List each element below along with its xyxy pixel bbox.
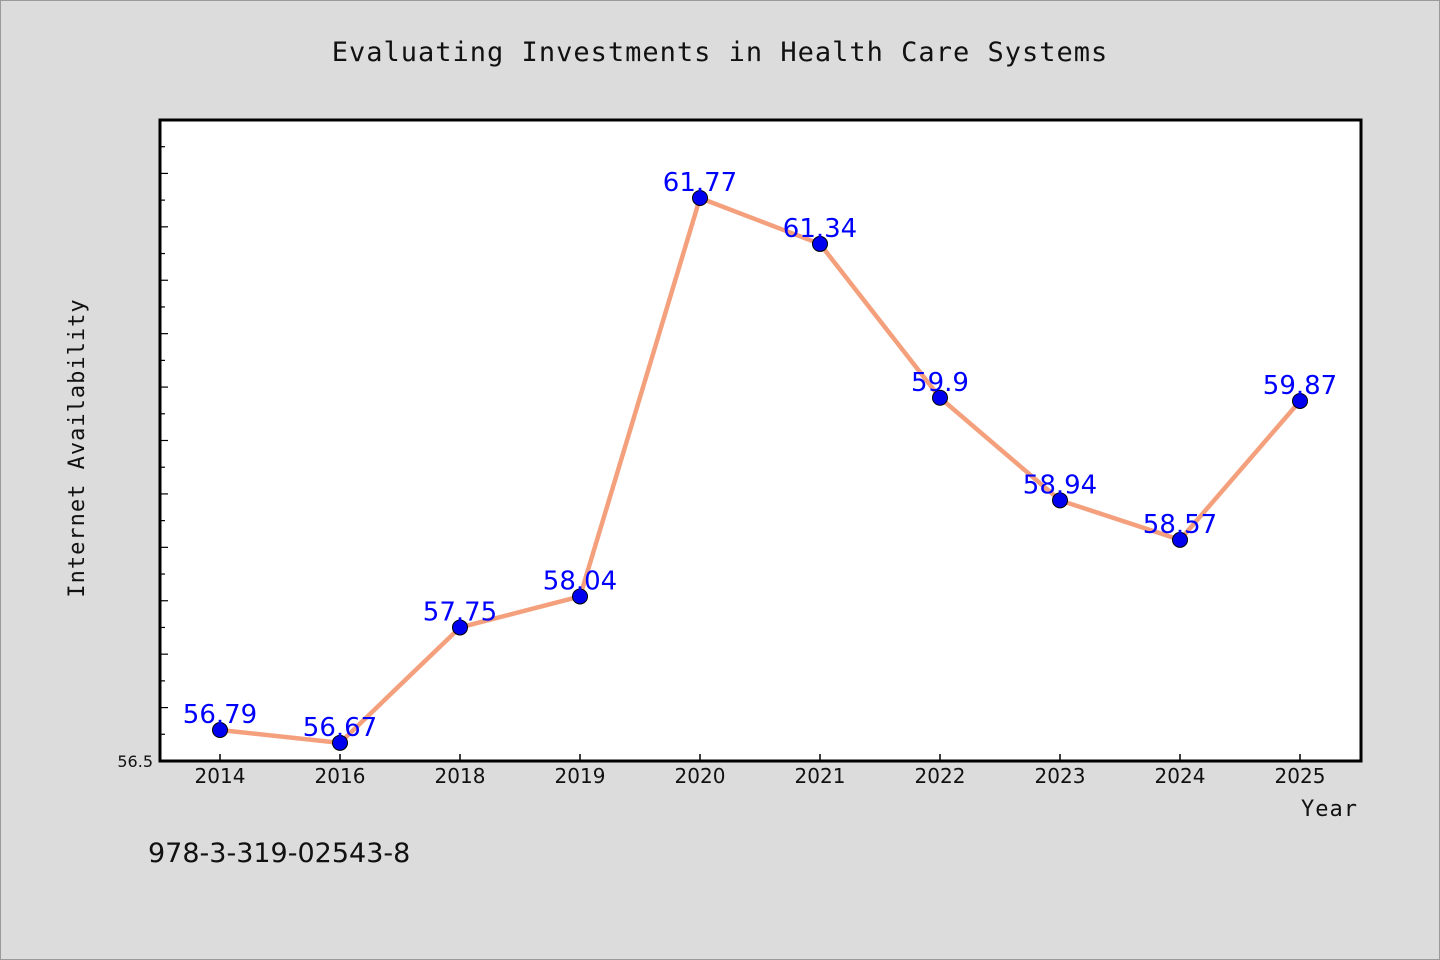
x-axis-tick-labels: 2014 2016 2018 2019 2020 2021 2022 2023 2024 2025 (195, 764, 1326, 788)
series-line (217, 195, 1303, 746)
data-label: 58.94 (1023, 470, 1097, 500)
data-label: 59.87 (1263, 371, 1337, 401)
data-point (1172, 531, 1188, 548)
data-point (572, 588, 588, 605)
data-point (1052, 492, 1068, 509)
data-label: 59.9 (911, 368, 969, 398)
data-labels: 56.79 56.67 57.75 58.04 61.77 61.34 59.9 58.94 5… (183, 168, 1337, 743)
data-label: 58.57 (1143, 510, 1217, 540)
series-markers (212, 189, 1308, 751)
x-tick-label: 2023 (1035, 764, 1086, 788)
chart-title: Evaluating Investments in Health Care Sy… (332, 37, 1109, 68)
data-point (812, 235, 828, 252)
x-tick-label: 2020 (675, 764, 726, 788)
plot-area (158, 118, 1363, 763)
data-point (212, 722, 228, 739)
y-axis-ticks (160, 119, 168, 762)
x-tick-label: 2016 (315, 764, 366, 788)
x-axis-ticks (219, 754, 1301, 761)
x-tick-label: 2014 (195, 764, 246, 788)
data-label: 61.77 (663, 168, 737, 198)
data-label: 57.75 (423, 597, 497, 627)
y-axis-title: Internet Availability (65, 298, 90, 597)
y-tick-label: 56.5 (117, 752, 153, 771)
data-point (332, 734, 348, 751)
x-tick-label: 2022 (915, 764, 966, 788)
x-axis-title: Year (1301, 797, 1358, 822)
data-point (692, 189, 708, 206)
data-label: 56.67 (303, 713, 377, 743)
x-tick-label: 2021 (795, 764, 846, 788)
data-point (1292, 392, 1308, 409)
x-tick-label: 2025 (1275, 764, 1326, 788)
x-tick-label: 2018 (435, 764, 486, 788)
data-point (932, 389, 948, 406)
isbn-text: 978-3-319-02543-8 (148, 838, 410, 869)
data-point (452, 619, 468, 636)
data-label: 56.79 (183, 700, 257, 730)
data-label: 58.04 (543, 566, 617, 596)
x-tick-label: 2019 (555, 764, 606, 788)
x-tick-label: 2024 (1155, 764, 1206, 788)
data-label: 61.34 (783, 214, 857, 244)
